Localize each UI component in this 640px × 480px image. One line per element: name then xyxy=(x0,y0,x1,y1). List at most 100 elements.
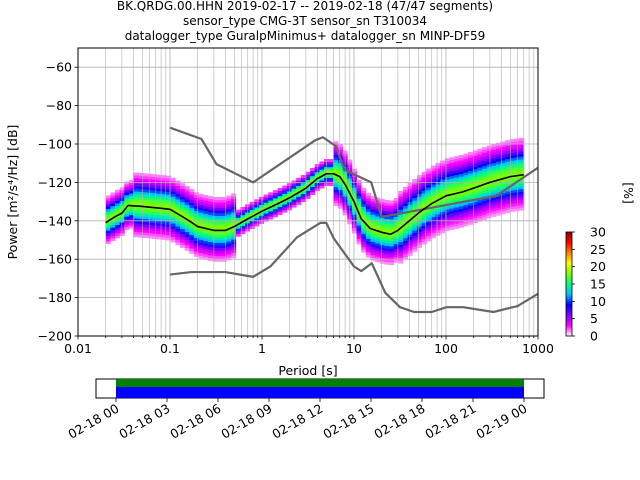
pdf-cell xyxy=(217,248,223,251)
y-tick-label: −100 xyxy=(38,137,72,152)
pdf-cell xyxy=(142,197,148,201)
time-tick-label: 02-18 12 xyxy=(269,401,325,442)
pdf-cell xyxy=(435,165,441,169)
pdf-cell xyxy=(379,223,385,227)
pdf-cell xyxy=(449,200,455,204)
pdf-cell xyxy=(509,198,515,202)
pdf-cell xyxy=(468,208,474,212)
pdf-cell xyxy=(416,245,422,248)
pdf-cell xyxy=(407,228,413,232)
pdf-cell xyxy=(500,208,506,212)
pdf-cell xyxy=(481,214,487,218)
pdf-cell xyxy=(463,164,469,168)
pdf-cell xyxy=(426,214,432,218)
pdf-cell xyxy=(128,206,134,210)
pdf-cell xyxy=(203,238,209,241)
pdf-cell xyxy=(458,157,464,161)
pdf-cell xyxy=(110,224,116,228)
pdf-cell xyxy=(138,175,144,179)
pdf-cell xyxy=(221,218,227,222)
pdf-cell xyxy=(449,176,455,179)
pdf-cell xyxy=(495,172,501,176)
pdf-cell xyxy=(128,209,134,213)
pdf-cell xyxy=(268,200,274,204)
pdf-cell xyxy=(458,206,464,209)
pdf-cell xyxy=(138,178,144,182)
pdf-cell xyxy=(384,229,390,233)
pdf-cell xyxy=(477,194,483,198)
pdf-cell xyxy=(161,231,167,235)
pdf-cell xyxy=(128,214,134,218)
pdf-cell xyxy=(337,189,343,193)
colorbar-tick-label: 30 xyxy=(590,225,606,240)
pdf-cell xyxy=(305,171,311,175)
pdf-cell xyxy=(514,170,520,174)
pdf-cell xyxy=(370,220,376,224)
pdf-cell xyxy=(472,171,478,175)
pdf-cell xyxy=(184,226,190,230)
pdf-cell xyxy=(430,181,436,185)
pdf-cell xyxy=(481,176,487,180)
pdf-cell xyxy=(477,186,483,190)
pdf-cell xyxy=(166,229,172,233)
pdf-cell xyxy=(384,259,390,263)
pdf-cell xyxy=(444,198,450,202)
pdf-cell xyxy=(449,216,455,220)
pdf-cell xyxy=(384,245,390,249)
pdf-cell xyxy=(519,137,525,141)
pdf-cell xyxy=(207,244,213,248)
pdf-cell xyxy=(114,224,121,228)
pdf-cell xyxy=(217,231,223,235)
pdf-cell xyxy=(105,235,111,239)
pdf-cell xyxy=(356,203,362,207)
time-tick-label: 02-18 09 xyxy=(218,401,274,442)
pdf-cell xyxy=(142,224,148,228)
pdf-cell xyxy=(147,192,153,196)
pdf-cell xyxy=(147,181,153,185)
pdf-cell xyxy=(458,192,464,196)
pdf-cell xyxy=(356,201,362,205)
pdf-cell xyxy=(486,156,492,160)
pdf-cell xyxy=(184,220,190,224)
time-tick-label: 02-18 21 xyxy=(422,401,478,442)
pdf-cell xyxy=(133,229,139,232)
pdf-cell xyxy=(454,204,460,208)
pdf-cell xyxy=(156,223,162,226)
pdf-cell xyxy=(203,232,209,236)
pdf-cell xyxy=(454,209,460,213)
pdf-cell xyxy=(463,207,469,211)
pdf-cell xyxy=(138,223,144,227)
pdf-cell xyxy=(231,220,237,224)
pdf-cell xyxy=(454,183,460,186)
pdf-cell xyxy=(426,222,432,226)
pdf-cell xyxy=(356,195,362,199)
pdf-cell xyxy=(375,245,381,249)
pdf-cell xyxy=(509,203,515,207)
pdf-cell xyxy=(189,197,195,201)
pdf-cell xyxy=(268,208,274,212)
pdf-cell xyxy=(263,199,269,203)
pdf-cell xyxy=(147,216,153,220)
pdf-cell xyxy=(435,232,441,236)
pdf-cell xyxy=(509,206,515,210)
pdf-cell xyxy=(351,195,357,199)
pdf-cell xyxy=(184,207,190,211)
pdf-cell xyxy=(449,213,455,217)
pdf-cell xyxy=(296,196,302,200)
pdf-cell xyxy=(207,209,213,213)
pdf-cell xyxy=(337,192,343,196)
pdf-cell xyxy=(212,245,218,249)
pdf-cell xyxy=(282,193,288,197)
pdf-cell xyxy=(138,172,144,176)
pdf-cell xyxy=(133,226,139,230)
pdf-cell xyxy=(421,231,427,234)
pdf-cell xyxy=(421,241,427,245)
pdf-cell xyxy=(351,190,357,194)
pdf-cell xyxy=(379,260,385,264)
x-tick-label: 0.1 xyxy=(160,341,180,356)
pdf-cell xyxy=(444,163,450,167)
pdf-cell xyxy=(356,185,362,188)
pdf-cell xyxy=(430,224,436,228)
pdf-cell xyxy=(468,200,474,204)
pdf-cell xyxy=(156,193,162,197)
